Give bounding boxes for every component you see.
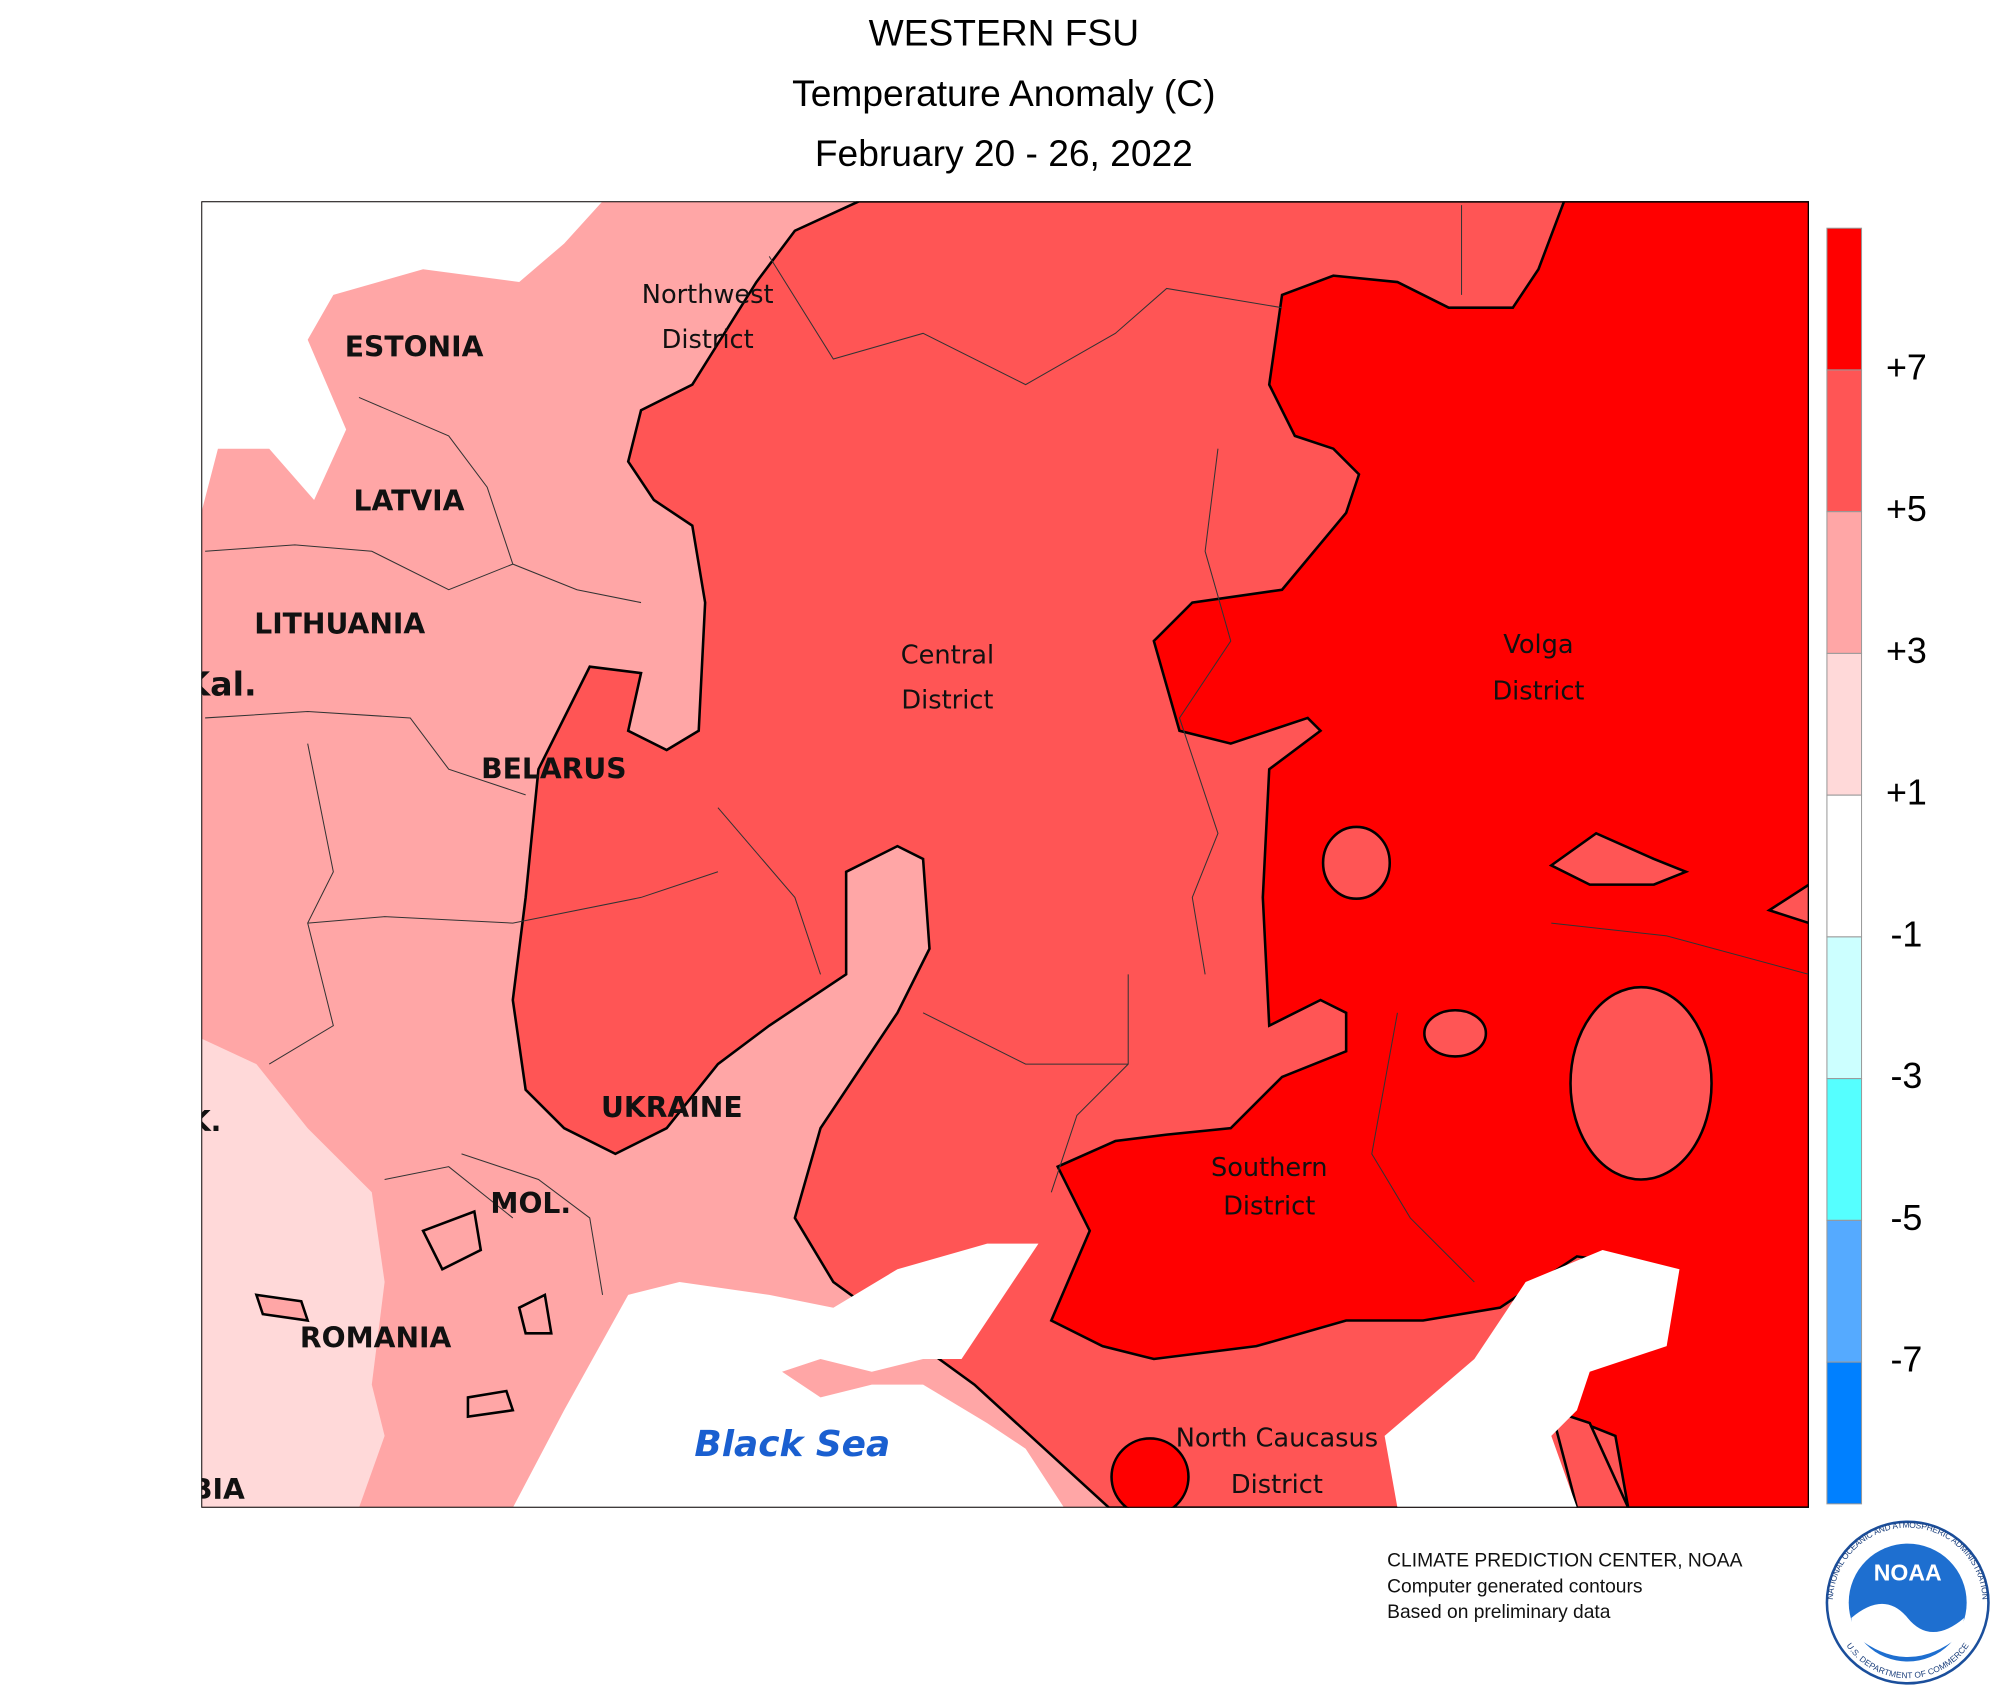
legend-label: +7	[1886, 347, 1927, 387]
district-label: District	[1492, 676, 1584, 706]
district-label: District	[1231, 1470, 1323, 1500]
legend-label: -5	[1890, 1198, 1922, 1238]
legend-label: +5	[1886, 489, 1927, 529]
legend-swatch	[1826, 227, 1863, 371]
noaa-logo: NOAA NATIONAL OCEANIC AND ATMOSPHERIC AD…	[1825, 1520, 1990, 1685]
baltic-sea	[201, 201, 603, 513]
district-label: Southern	[1211, 1153, 1328, 1183]
district-label: Volga	[1503, 630, 1573, 660]
district-label: Central	[901, 640, 994, 670]
country-label: MOL.	[490, 1187, 571, 1220]
country-border	[205, 205, 1809, 1295]
anomaly-fill	[1569, 985, 1713, 1181]
district-label: District	[1223, 1192, 1315, 1222]
country-label: BELARUS	[481, 753, 626, 786]
anomaly-fill	[1321, 825, 1392, 901]
anomaly-fill	[201, 1038, 385, 1508]
country-label: ESTONIA	[345, 331, 484, 364]
country-label: LATVIA	[354, 485, 465, 518]
legend-label: -1	[1890, 914, 1922, 954]
anomaly-fill	[1549, 1408, 1630, 1508]
legend-swatch	[1826, 652, 1863, 796]
legend-swatch	[1826, 1219, 1863, 1363]
legend-swatch	[1826, 1078, 1863, 1221]
map-date: February 20 - 26, 2022	[815, 132, 1193, 174]
country-label: K.	[189, 1105, 222, 1138]
anomaly-fill	[1110, 1437, 1190, 1508]
legend-label: +3	[1886, 631, 1927, 671]
anomaly-fill	[1423, 1008, 1488, 1058]
legend-swatch	[1826, 369, 1863, 513]
map-title: WESTERN FSU	[869, 12, 1139, 54]
credit-text: CLIMATE PREDICTION CENTER, NOAA	[1387, 1551, 1742, 1572]
legend-label: +1	[1886, 773, 1927, 813]
logo-text: NOAA	[1874, 1559, 1942, 1585]
country-label: LITHUANIA	[254, 608, 425, 641]
legend-swatch	[1826, 936, 1863, 1080]
legend-swatch	[1826, 794, 1863, 938]
legend-swatch	[1826, 511, 1863, 654]
anomaly-fill	[1548, 831, 1690, 886]
map-subtitle: Temperature Anomaly (C)	[792, 72, 1215, 114]
color-legend: +7 +5 +3 +1 -1 -3 -5 -7	[1826, 227, 1927, 1505]
caspian-sea	[1384, 1250, 1680, 1508]
country-label: Kal.	[184, 664, 256, 703]
credit-text: Computer generated contours	[1387, 1576, 1642, 1597]
country-label: BIA	[191, 1473, 245, 1506]
district-label: Northwest	[642, 280, 774, 310]
black-sea	[512, 1243, 1065, 1508]
country-label: ROMANIA	[300, 1322, 452, 1355]
district-label: North Caucasus	[1176, 1424, 1378, 1454]
country-label: UKRAINE	[601, 1091, 743, 1124]
anomaly-fill	[254, 1209, 553, 1419]
district-label: District	[901, 685, 993, 715]
map-area: ESTONIA LATVIA LITHUANIA Kal. BELARUS UK…	[184, 201, 1809, 1508]
sea-label: Black Sea	[694, 1424, 890, 1465]
credit-text: Based on preliminary data	[1387, 1602, 1611, 1623]
legend-swatch	[1826, 1361, 1863, 1505]
district-label: District	[662, 325, 754, 355]
logo-bird	[1851, 1603, 1965, 1658]
legend-label: -3	[1890, 1056, 1922, 1096]
legend-label: -7	[1890, 1340, 1922, 1380]
